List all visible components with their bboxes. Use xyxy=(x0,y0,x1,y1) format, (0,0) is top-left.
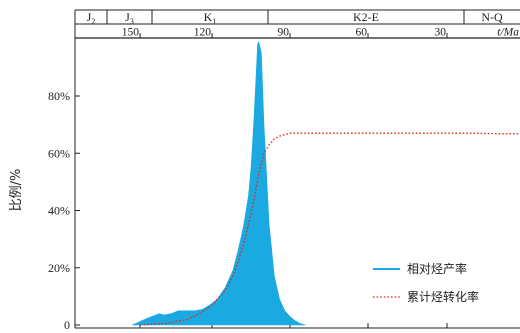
period-label: K2-E xyxy=(353,10,379,24)
x-tick-label: 30 xyxy=(435,27,447,39)
y-tick-label: 60% xyxy=(48,146,70,160)
x-tick-label: 150 xyxy=(122,27,140,39)
y-tick-label: 20% xyxy=(48,261,70,275)
x-tick-label: 120 xyxy=(194,27,212,39)
x-tick-label: 60 xyxy=(356,27,368,39)
series-cumulative-conversion-line xyxy=(139,132,520,326)
y-axis-title: 比例/% xyxy=(9,169,24,212)
x-tick-label: 90 xyxy=(278,27,290,39)
period-label: N-Q xyxy=(481,10,503,24)
y-axis-label: 比例/% xyxy=(9,169,24,212)
legend-label-cumulative-conversion: 累计烃转化率 xyxy=(407,289,479,304)
y-tick-label: 0 xyxy=(64,318,70,332)
x-unit-label: t/Ma xyxy=(497,27,519,39)
geologic-time-scale: J2 J3 K1 K2-E N-Q 150 120 90 60 30 t/Ma xyxy=(74,9,520,39)
period-label: J3 xyxy=(125,10,134,26)
legend-label-relative-yield: 相对烃产率 xyxy=(407,261,467,276)
series-relative-hydrocarbon-yield-area xyxy=(132,40,306,326)
y-axis: 0 20% 40% 60% 80% xyxy=(48,38,520,332)
plot-area xyxy=(132,40,520,326)
y-tick-label: 40% xyxy=(48,204,70,218)
y-tick-label: 80% xyxy=(48,89,70,103)
period-label: K1 xyxy=(204,10,217,26)
period-label: J2 xyxy=(87,10,96,26)
